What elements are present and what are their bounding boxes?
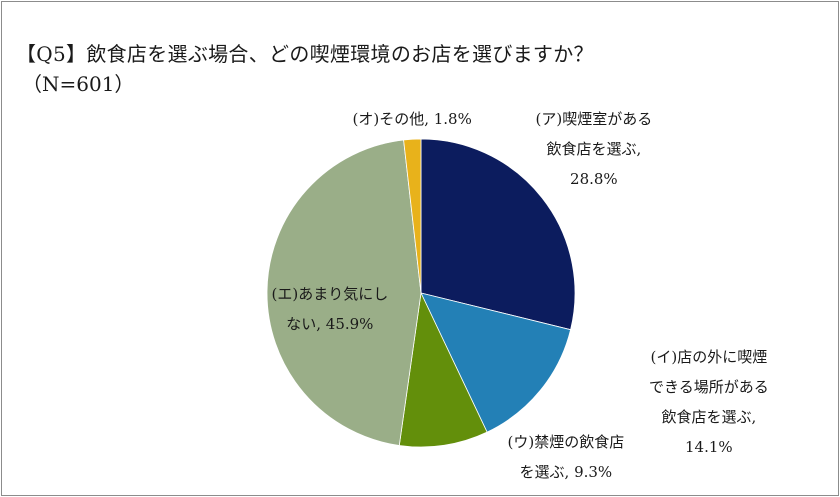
pie-slice-3: [398, 291, 488, 448]
slice-label-line: (イ)店の外に喫煙: [650, 348, 768, 366]
slice-label-line: 飲食店を選ぶ,: [661, 408, 757, 426]
slice-label-2: (イ)店の外に喫煙 できる場所がある 飲食店を選ぶ, 14.1%: [649, 342, 769, 462]
slice-label-line: ない, 45.9%: [286, 315, 374, 333]
slice-label-line: (ウ)禁煙の飲食店: [507, 433, 625, 451]
slice-label-line: (オ)その他, 1.8%: [352, 110, 472, 128]
slice-label-line: 14.1%: [685, 438, 733, 456]
slice-label-line: (ア)喫煙室がある: [535, 110, 653, 128]
slice-label-line: を選ぶ, 9.3%: [519, 463, 613, 481]
slice-label-1: (ア)喫煙室がある 飲食店を選ぶ, 28.8%: [536, 104, 653, 194]
slice-label-line: できる場所がある: [649, 378, 769, 396]
slice-label-line: (エ)あまり気にし: [271, 285, 389, 303]
slice-label-3: (ウ)禁煙の飲食店 を選ぶ, 9.3%: [508, 427, 625, 487]
pie-slice-5: [403, 138, 422, 294]
slice-label-line: 飲食店を選ぶ,: [546, 140, 642, 158]
chart-subtitle: （N=601）: [22, 72, 135, 96]
pie-slice-1: [420, 138, 576, 331]
slice-label-5: (オ)その他, 1.8%: [353, 104, 472, 134]
slice-label-4: (エ)あまり気にし ない, 45.9%: [272, 279, 389, 339]
pie-slice-4: [266, 139, 422, 446]
chart-title: 【Q5】飲食店を選ぶ場合、どの喫煙環境のお店を選びますか？: [16, 42, 594, 66]
pie-slice-2: [420, 292, 572, 433]
slice-label-line: 28.8%: [570, 170, 618, 188]
